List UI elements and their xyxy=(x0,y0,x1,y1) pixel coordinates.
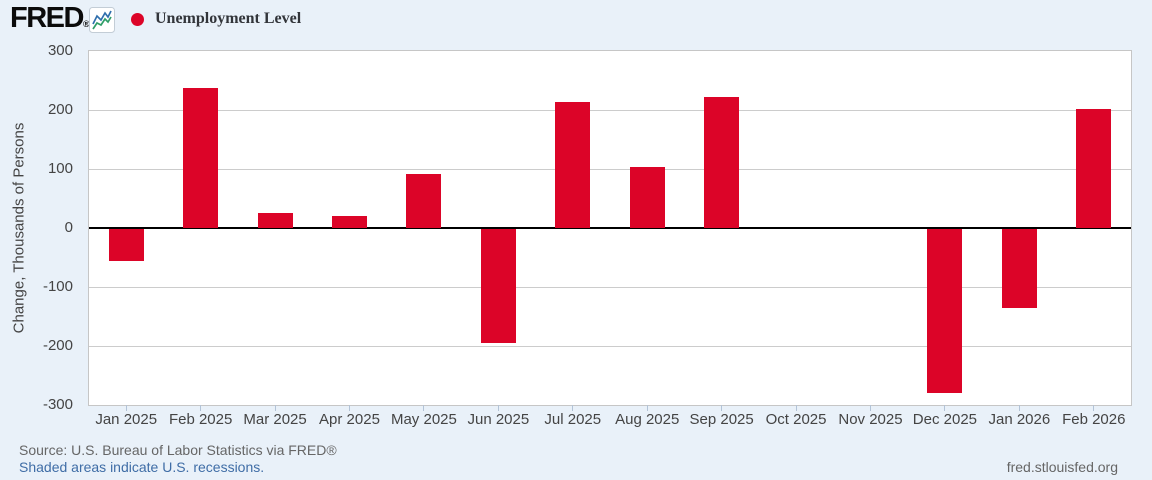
bar-jul-2025[interactable] xyxy=(555,101,591,228)
bar-sep-2025[interactable] xyxy=(704,97,740,228)
x-tick-label: Mar 2025 xyxy=(243,411,307,428)
x-tick-label: Feb 2026 xyxy=(1062,411,1126,428)
fred-site-link[interactable]: fred.stlouisfed.org xyxy=(1006,459,1118,475)
x-tick-mark xyxy=(1018,405,1020,411)
fred-logo[interactable]: FRED® xyxy=(10,2,90,35)
fred-logo-text: FRED xyxy=(10,2,84,34)
x-tick-mark xyxy=(1093,405,1095,411)
bar-apr-2025[interactable] xyxy=(332,216,367,228)
bar-jan-2025[interactable] xyxy=(108,229,144,262)
x-tick-label: May 2025 xyxy=(390,411,457,428)
y-tick-label: -100 xyxy=(42,278,73,295)
bar-may-2025[interactable] xyxy=(406,173,442,228)
grid-line xyxy=(89,287,1131,288)
bar-jun-2025[interactable] xyxy=(480,229,516,344)
x-tick-mark xyxy=(274,405,276,411)
bar-feb-2025[interactable] xyxy=(183,88,219,228)
grid-line xyxy=(89,110,1131,111)
y-tick-label: 300 xyxy=(47,42,73,59)
x-tick-mark xyxy=(200,405,202,411)
y-tick-label: 0 xyxy=(64,219,73,236)
y-tick-label: -300 xyxy=(42,396,73,413)
x-tick-mark xyxy=(646,405,648,411)
x-tick-mark xyxy=(349,405,350,411)
bar-mar-2025[interactable] xyxy=(257,213,293,228)
x-tick-label: Sep 2025 xyxy=(689,411,754,428)
x-tick-label: Jul 2025 xyxy=(544,411,602,428)
x-tick-mark xyxy=(423,405,425,411)
x-tick-label: Feb 2025 xyxy=(168,411,233,428)
registered-trademark: ® xyxy=(82,19,90,29)
x-tick-label: Dec 2025 xyxy=(912,411,978,428)
plot-area xyxy=(88,50,1132,411)
x-tick-label: Apr 2025 xyxy=(319,411,380,428)
x-tick-mark xyxy=(125,405,127,411)
x-tick-mark xyxy=(870,405,871,411)
y-tick-label: 200 xyxy=(47,101,73,118)
x-axis-tick-labels: Jan 2025 Feb 2025 Mar 2025 Apr 2025 May 2025… xyxy=(89,411,1131,431)
grid-line xyxy=(89,169,1131,170)
x-tick-label: Oct 2025 xyxy=(765,411,827,428)
x-tick-mark xyxy=(944,405,946,411)
legend-marker-dot xyxy=(131,13,144,26)
fred-chart-icon xyxy=(89,7,115,33)
x-tick-mark xyxy=(795,405,797,411)
grid-line xyxy=(89,346,1131,347)
x-tick-label: Nov 2025 xyxy=(838,411,903,428)
y-tick-label: -200 xyxy=(42,337,73,354)
y-tick-label: 100 xyxy=(47,160,73,177)
legend-series-label: Unemployment Level xyxy=(155,10,302,27)
x-tick-mark xyxy=(572,405,574,411)
x-tick-mark xyxy=(497,405,499,411)
zero-axis-line xyxy=(89,227,1131,229)
x-tick-label: Jan 2025 xyxy=(95,411,158,428)
x-tick-label: Jan 2026 xyxy=(988,411,1051,428)
x-tick-label: Jun 2025 xyxy=(467,411,530,428)
recessions-note-link[interactable]: Shaded areas indicate U.S. recessions. xyxy=(19,459,265,475)
bar-dec-2025[interactable] xyxy=(927,229,963,394)
bar-aug-2025[interactable] xyxy=(629,167,665,228)
source-attribution: Source: U.S. Bureau of Labor Statistics … xyxy=(19,442,337,458)
bar-jan-2026[interactable] xyxy=(1001,229,1037,309)
y-axis-tick-labels: 300 200 100 0 -100 -200 -300 xyxy=(0,42,73,413)
bar-feb-2026[interactable] xyxy=(1076,108,1112,228)
x-tick-mark xyxy=(721,405,723,411)
x-tick-label: Aug 2025 xyxy=(615,411,680,428)
